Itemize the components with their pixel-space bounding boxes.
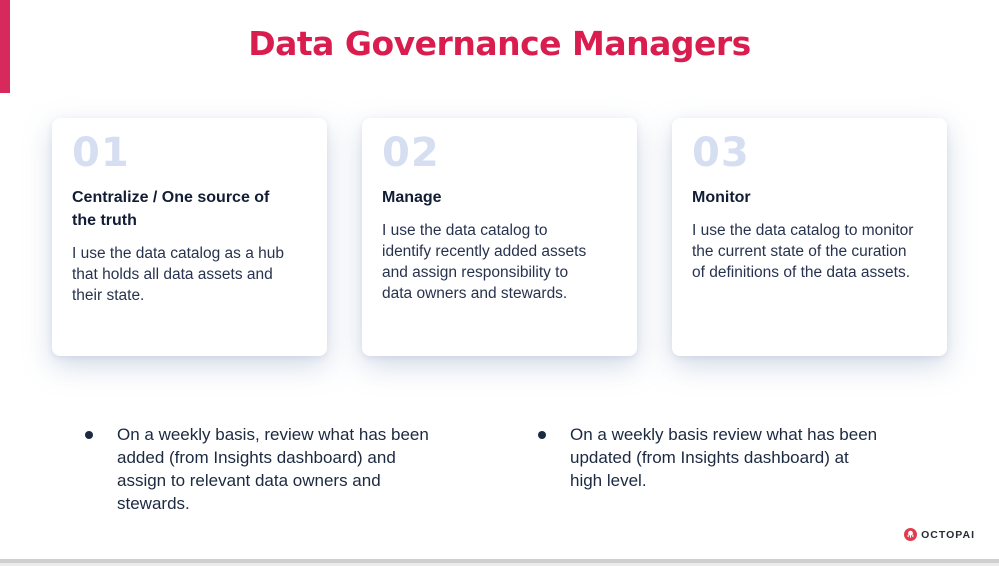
card-heading: Centralize / One source of the truth (72, 189, 270, 229)
bottom-strip-light (0, 563, 999, 566)
card-number: 02 (382, 130, 440, 176)
card-centralize: 01 Centralize / One source of the truth … (52, 118, 327, 356)
accent-bar (0, 0, 10, 93)
octopai-octopus-icon (904, 528, 918, 541)
card-body: I use the data catalog as a hub that hol… (72, 245, 284, 304)
bullet-text: On a weekly basis, review what has been … (117, 425, 429, 513)
cards-row: 01 Centralize / One source of the truth … (52, 118, 947, 356)
bottom-strip (0, 559, 999, 563)
brand-name: OCTOPAI (921, 528, 975, 541)
bullet-text: On a weekly basis review what has been u… (570, 425, 878, 490)
card-body: I use the data catalog to monitor the cu… (692, 222, 914, 281)
card-heading: Manage (382, 189, 442, 206)
page-title: Data Governance Managers (248, 24, 751, 63)
card-number: 01 (72, 130, 130, 176)
card-heading: Monitor (692, 189, 751, 206)
bullet-dot (85, 431, 93, 439)
bullet-item-review-updated: On a weekly basis review what has been u… (538, 423, 948, 492)
bullet-item-review-added: On a weekly basis, review what has been … (85, 423, 485, 515)
card-number: 03 (692, 130, 750, 176)
brand-logo: OCTOPAI (904, 528, 975, 541)
card-body: I use the data catalog to identify recen… (382, 222, 587, 302)
card-manage: 02 Manage I use the data catalog to iden… (362, 118, 637, 356)
bullet-dot (538, 431, 546, 439)
card-monitor: 03 Monitor I use the data catalog to mon… (672, 118, 947, 356)
